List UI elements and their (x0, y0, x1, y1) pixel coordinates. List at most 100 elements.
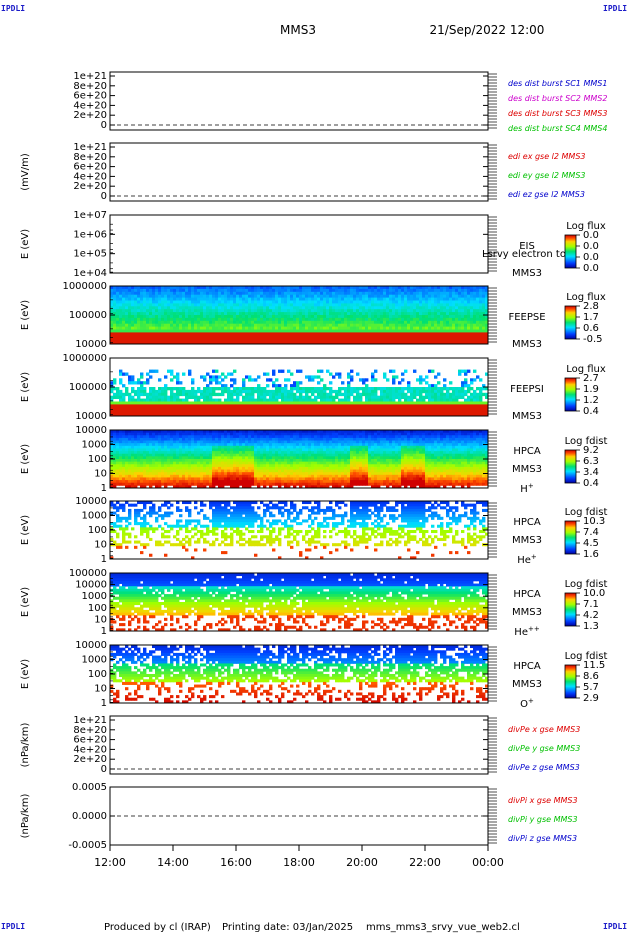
spec-cell (191, 326, 195, 330)
spec-cell (209, 398, 213, 402)
spec-cell (113, 466, 117, 470)
spec-cell (242, 315, 246, 319)
spec-cell (248, 312, 252, 316)
spec-cell (116, 297, 120, 301)
spec-cell (230, 335, 234, 339)
spec-cell (110, 320, 114, 325)
spec-cell (245, 413, 249, 416)
spec-cell (179, 300, 183, 304)
spec-cell (140, 320, 144, 325)
spec-cell (185, 435, 189, 439)
spec-cell (284, 286, 288, 290)
spec-cell (173, 407, 177, 411)
spec-cell (134, 306, 138, 310)
spec-cell (194, 443, 198, 447)
spec-cell (458, 286, 462, 290)
spec-cell (254, 341, 258, 344)
spec-cell (458, 410, 462, 414)
spec-cell (272, 398, 276, 402)
spec-cell (167, 440, 171, 444)
spec-cell (242, 404, 246, 408)
spec-cell (200, 288, 204, 293)
spec-cell (464, 335, 468, 339)
spec-cell (146, 469, 150, 473)
colorbar-tick-label: 1.9 (583, 384, 599, 395)
spec-cell (275, 306, 279, 310)
spec-cell (404, 395, 408, 399)
spec-cell (305, 312, 309, 316)
spec-cell (161, 398, 165, 402)
spec-cell (191, 291, 195, 296)
spec-cell (350, 338, 354, 342)
spec-cell (446, 335, 450, 339)
spec-cell (404, 338, 408, 342)
spec-cell (362, 291, 366, 296)
spec-cell (434, 404, 438, 408)
spec-cell (206, 323, 210, 327)
spec-cell (431, 410, 435, 414)
spec-cell (473, 323, 477, 327)
spec-cell (368, 288, 372, 293)
spec-cell (485, 303, 488, 307)
spec-cell (404, 306, 408, 310)
spec-cell (197, 480, 201, 484)
spec-cell (227, 326, 231, 330)
spec-cell (131, 323, 135, 327)
spec-cell (278, 410, 282, 414)
spec-cell (116, 338, 120, 342)
spec-cell (212, 378, 216, 382)
spec-cell (248, 317, 252, 322)
spec-cell (197, 437, 201, 441)
spec-cell (380, 294, 384, 298)
spec-cell (203, 437, 207, 441)
spec-cell (440, 291, 444, 296)
spec-cell (440, 335, 444, 339)
spec-cell (320, 329, 324, 333)
spec-cell (467, 369, 471, 373)
spec-cell (203, 445, 207, 449)
spec-cell (188, 435, 192, 439)
spec-cell (371, 309, 375, 313)
spec-cell (311, 291, 315, 296)
spec-cell (338, 323, 342, 327)
spec-cell (161, 312, 165, 316)
spec-cell (452, 392, 456, 397)
spec-cell (416, 306, 420, 310)
spec-cell (143, 288, 147, 293)
spec-cell (185, 472, 189, 476)
spec-cell (134, 461, 138, 465)
spec-cell (188, 448, 192, 452)
spec-cell (233, 413, 237, 416)
spec-cell (215, 480, 219, 484)
spec-cell (365, 288, 369, 293)
spec-cell (362, 410, 366, 414)
spec-cell (437, 291, 441, 296)
spec-cell (224, 482, 228, 486)
spec-cell (389, 410, 393, 414)
spec-cell (176, 401, 180, 405)
spec-cell (440, 389, 444, 394)
spec-cell (158, 294, 162, 298)
spec-cell (143, 464, 147, 468)
spec-cell (407, 303, 411, 307)
spec-cell (275, 323, 279, 327)
spec-cell (431, 320, 435, 325)
spec-cell (128, 482, 132, 486)
spec-cell (230, 303, 234, 307)
spec-cell (374, 323, 378, 327)
spec-cell (182, 456, 186, 460)
spec-cell (110, 451, 114, 455)
spec-cell (464, 309, 468, 313)
spec-cell (137, 459, 141, 463)
spec-cell (188, 315, 192, 319)
spec-cell (110, 288, 114, 293)
spec-cell (314, 288, 318, 293)
spec-cell (344, 309, 348, 313)
spec-cell (272, 384, 276, 388)
spec-cell (284, 320, 288, 325)
spec-cell (254, 317, 258, 322)
spec-cell (254, 407, 258, 411)
spec-cell (371, 341, 375, 344)
spec-cell (164, 306, 168, 310)
ytick-label: 1e+04 (73, 268, 107, 279)
